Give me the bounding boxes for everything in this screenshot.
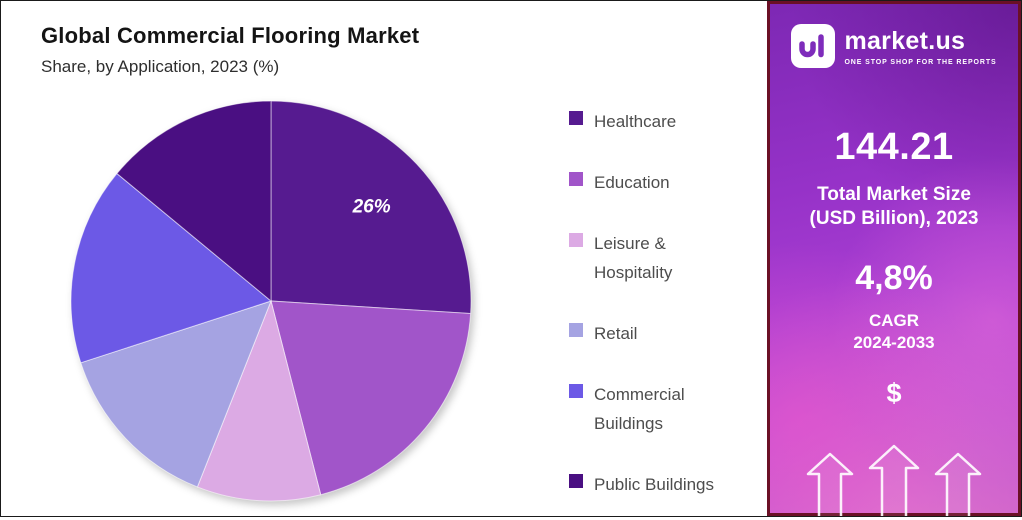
legend-swatch <box>569 474 583 488</box>
arrow-up-icon <box>934 452 982 516</box>
brand-tagline: ONE STOP SHOP FOR THE REPORTS <box>844 58 997 66</box>
growth-arrows-icon <box>806 444 982 516</box>
chart-area: Global Commercial Flooring Market Share,… <box>1 1 769 516</box>
pie-chart-container: 26% <box>57 87 485 515</box>
brand-name: market.us <box>844 26 966 55</box>
legend-swatch <box>569 172 583 186</box>
market-size-value: 144.21 <box>834 126 954 168</box>
legend-label: Retail <box>594 324 638 343</box>
logo-text: market.us ONE STOP SHOP FOR THE REPORTS <box>844 27 996 66</box>
pie-slice-commercial-buildings <box>70 172 273 364</box>
legend-swatch <box>569 111 583 125</box>
marketus-logo: market.us ONE STOP SHOP FOR THE REPORTS <box>770 24 1018 68</box>
market-size-label-line2: (USD Billion), 2023 <box>809 208 979 229</box>
cagr-label-line1: CAGR <box>868 311 920 330</box>
pie-slice-healthcare <box>270 100 472 315</box>
arrow-up-icon <box>806 452 854 516</box>
legend-item: Retail <box>569 319 755 348</box>
cagr-value: 4,8% <box>855 259 933 297</box>
legend-label: Healthcare <box>594 112 677 131</box>
legend-label: Education <box>594 173 670 192</box>
legend-swatch <box>569 233 583 247</box>
arrow-up-icon <box>868 444 920 516</box>
legend: Healthcare Education Leisure & Hospitality… <box>569 107 755 499</box>
legend-swatch <box>569 384 583 398</box>
market-size-label: Total Market Size (USD Billion), 2023 <box>770 183 1018 231</box>
chart-subtitle: Share, by Application, 2023 (%) <box>41 57 280 76</box>
promo-panel: market.us ONE STOP SHOP FOR THE REPORTS … <box>767 1 1021 516</box>
marketus-logo-icon <box>791 24 836 68</box>
legend-item: Healthcare <box>569 107 755 136</box>
legend-item: Public Buildings <box>569 470 755 499</box>
market-size-label-line1: Total Market Size <box>817 184 971 205</box>
legend-item: Commercial Buildings <box>569 380 755 438</box>
chart-title: Global Commercial Flooring Market <box>41 23 420 48</box>
pie-slice-public-buildings <box>116 100 272 303</box>
legend-label: Leisure & Hospitality <box>594 234 673 282</box>
cagr-label: CAGR 2024-2033 <box>770 310 1018 354</box>
legend-label: Commercial Buildings <box>594 385 685 433</box>
pie-slice-leisure-hospitality <box>196 299 322 502</box>
legend-item: Leisure & Hospitality <box>569 229 755 287</box>
legend-item: Education <box>569 168 755 197</box>
cagr-label-line2: 2024-2033 <box>853 333 935 352</box>
legend-swatch <box>569 323 583 337</box>
pie-data-label: 26% <box>352 197 391 218</box>
dollar-icon: $ <box>886 378 902 408</box>
pie-chart: 26% <box>70 100 472 502</box>
pie-slice-education <box>270 300 472 496</box>
legend-label: Public Buildings <box>594 475 715 494</box>
